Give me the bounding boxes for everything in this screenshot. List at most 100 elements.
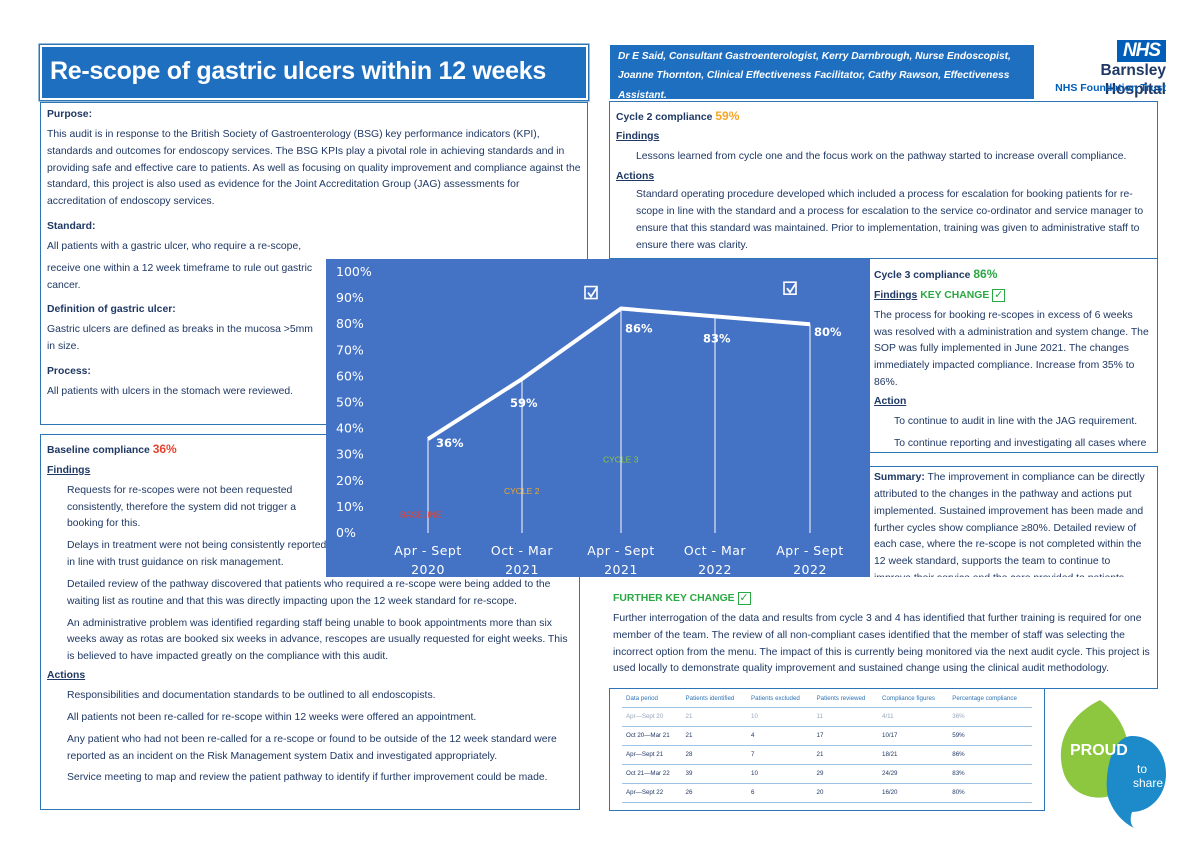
y-tick-label: 80% <box>336 316 364 331</box>
standard-line-1: All patients with a gastric ulcer, who r… <box>47 240 302 252</box>
data-label: 80% <box>814 325 842 339</box>
table-cell: 21 <box>681 726 748 747</box>
table-cell: 4 <box>747 726 813 747</box>
checkbox-checked-icon <box>584 285 598 300</box>
standard-heading: Standard: <box>47 221 96 233</box>
y-tick-label: 10% <box>336 499 364 514</box>
baseline-action-2: All patients not been re-called for re-s… <box>67 711 477 723</box>
checkbox-checked-icon <box>783 281 797 296</box>
table-cell: 86% <box>948 745 1032 766</box>
table-cell: Apr—Sept 20 <box>622 707 682 728</box>
cycle3-findings-heading: Findings <box>874 289 918 301</box>
table-cell: 36% <box>948 707 1032 728</box>
title-bar: Re-scope of gastric ulcers within 12 wee… <box>40 45 588 100</box>
table-cell: 80% <box>948 783 1032 804</box>
proud-word: PROUD <box>1070 742 1128 759</box>
table-cell: 7 <box>747 745 813 766</box>
y-tick-label: 90% <box>336 290 364 305</box>
proud-share: share <box>1133 776 1163 790</box>
y-tick-label: 0% <box>336 525 356 540</box>
baseline-value: 36% <box>152 442 177 456</box>
table-cell: 24/29 <box>878 764 949 785</box>
authors-line-1: Dr E Said, Consultant Gastroenterologist… <box>618 51 1011 62</box>
cycle2-panel: Cycle 2 compliance 59% Findings Lessons … <box>609 101 1158 259</box>
compliance-chart-svg: 0% 10% 20% 30% 40% 50% 60% 70% 80% 90% 100% 36% 59% 8… <box>336 264 843 577</box>
nhs-logo-icon: NHS <box>1117 40 1166 62</box>
authors-bar: Dr E Said, Consultant Gastroenterologist… <box>610 45 1034 101</box>
table-cell: Oct 21—Mar 22 <box>622 764 682 785</box>
table-cell: Oct 20—Mar 21 <box>622 726 682 747</box>
cycle3-panel: Cycle 3 compliance 86% Findings KEY CHAN… <box>866 259 1158 453</box>
baseline-finding-4: An administrative problem was identified… <box>67 617 568 663</box>
table-cell: 21 <box>681 707 748 728</box>
cycle2-findings-heading: Findings <box>616 130 660 142</box>
data-label: 36% <box>436 436 464 450</box>
baseline-finding-3: Detailed review of the pathway discovere… <box>67 578 551 607</box>
series-line <box>426 306 811 441</box>
page-title: Re-scope of gastric ulcers within 12 wee… <box>50 57 546 85</box>
standard-line-2: receive one within a 12 week timeframe t… <box>47 262 313 291</box>
table-cell: 10 <box>747 764 813 785</box>
y-tick-label: 40% <box>336 421 364 436</box>
hospital-trust: NHS Foundation Trust <box>1055 82 1166 94</box>
table-row: Oct 21—Mar 22 39 10 29 24/29 83% <box>622 764 1032 785</box>
purpose-text: This audit is in response to the British… <box>47 128 581 208</box>
table-row: Oct 20—Mar 21 21 4 17 10/17 59% <box>622 726 1032 747</box>
definition-text: Gastric ulcers are defined as breaks in … <box>47 324 313 353</box>
compliance-chart: 0% 10% 20% 30% 40% 50% 60% 70% 80% 90% 100% 36% 59% 8… <box>326 259 870 577</box>
table-cell: 16/20 <box>878 783 949 804</box>
table-header: Patients excluded <box>747 691 813 709</box>
table-cell: Apr—Sept 22 <box>622 783 682 804</box>
baseline-finding-2: Delays in treatment were not being consi… <box>67 540 327 569</box>
cycle3-action-heading: Action <box>874 395 907 407</box>
x-tick-label: 2021 <box>604 562 638 577</box>
baseline-actions-heading: Actions <box>47 670 86 682</box>
baseline-findings-heading: Findings <box>47 464 91 476</box>
y-tick-label: 20% <box>336 473 364 488</box>
table-cell: 39 <box>681 764 748 785</box>
data-label: 86% <box>625 322 653 336</box>
table-row: Apr—Sept 20 21 10 11 4/11 36% <box>622 707 1032 728</box>
table-cell: 4/11 <box>878 707 949 728</box>
checkbox-checked-icon: ✓ <box>992 288 1006 302</box>
table-cell: 18/21 <box>878 745 949 766</box>
further-heading: FURTHER KEY CHANGE <box>613 593 735 604</box>
cycle3-action-2: To continue reporting and investigating … <box>894 437 1147 449</box>
proud-to: to <box>1137 762 1147 776</box>
checkbox-checked-icon: ✓ <box>737 591 751 605</box>
table-row: Apr—Sept 21 28 7 21 18/21 86% <box>622 745 1032 766</box>
baseline-finding-1: Requests for re-scopes were not been req… <box>67 484 297 530</box>
x-tick-label: 2020 <box>411 562 445 577</box>
cycle2-findings-text: Lessons learned from cycle one and the f… <box>636 150 1127 162</box>
table-cell: 6 <box>747 783 813 804</box>
baseline-action-3: Any patient who had not been re-called f… <box>67 733 557 762</box>
cycle-annotation: BASELINE <box>400 509 442 519</box>
cycle3-key-change: KEY CHANGE <box>920 289 990 301</box>
x-tick-label: 2021 <box>505 562 539 577</box>
authors-line-2: Joanne Thornton, Clinical Effectiveness … <box>618 70 1010 101</box>
table-header: Percentage compliance <box>948 691 1032 709</box>
further-text: Further interrogation of the data and re… <box>613 612 1150 675</box>
cycle2-heading: Cycle 2 compliance <box>616 112 713 123</box>
baseline-action-4: Service meeting to map and review the pa… <box>67 772 548 784</box>
table-cell: 28 <box>681 745 748 766</box>
cycle3-value: 86% <box>973 267 998 281</box>
cycle-annotation: CYCLE 2 <box>504 486 540 496</box>
baseline-action-1: Responsibilities and documentation stand… <box>67 689 436 701</box>
y-tick-label: 70% <box>336 342 364 357</box>
table-cell: 29 <box>812 764 879 785</box>
further-panel: FURTHER KEY CHANGE ✓ Further interrogati… <box>609 577 1158 689</box>
x-tick-label: Apr - Sept <box>587 543 655 558</box>
data-label: 83% <box>703 331 731 345</box>
data-table-panel: Data period Patients identified Patients… <box>609 689 1045 811</box>
table-header: Compliance figures <box>878 691 949 709</box>
table-header: Patients identified <box>681 691 748 709</box>
summary-heading: Summary: <box>874 472 925 483</box>
y-tick-label: 50% <box>336 395 364 410</box>
x-tick-label: Oct - Mar <box>491 543 554 558</box>
table-header: Patients reviewed <box>812 691 879 709</box>
table-cell: 10/17 <box>878 726 949 747</box>
process-text: All patients with ulcers in the stomach … <box>47 385 294 397</box>
baseline-heading: Baseline compliance <box>47 445 150 456</box>
table-cell: 10 <box>747 707 813 728</box>
